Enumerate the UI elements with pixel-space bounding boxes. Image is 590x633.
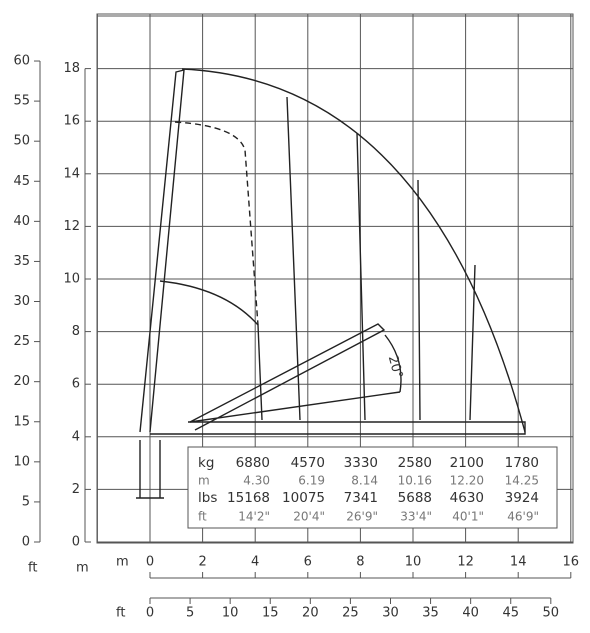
x-tick-label: 35: [422, 606, 439, 621]
table-cell: 4570: [291, 455, 325, 471]
unit-label: ft: [28, 561, 37, 576]
table-cell: 2580: [398, 455, 432, 471]
table-cell: 3924: [505, 490, 539, 506]
table-cell: 7341: [344, 490, 378, 506]
table-cell: 2100: [450, 455, 484, 471]
x-tick-label: 30: [382, 606, 399, 621]
y-tick-label: 15: [13, 414, 30, 429]
table-cell: 6.19: [298, 474, 325, 488]
x-tick-label: 0: [146, 606, 154, 621]
y-tick-label: 4: [72, 429, 80, 444]
y-tick-label: 14: [63, 166, 80, 181]
y-tick-label: 2: [72, 482, 80, 497]
x-tick-label: 16: [563, 555, 580, 570]
table-cell: 40'1": [452, 510, 484, 524]
table-cell: 14'2": [238, 510, 270, 524]
y-tick-label: 50: [13, 134, 30, 149]
y-tick-label: 6: [72, 377, 80, 392]
table-cell: 4.30: [243, 474, 270, 488]
x-tick-label: 10: [222, 606, 239, 621]
row-label: m: [198, 474, 210, 488]
table-cell: 6880: [236, 455, 270, 471]
x-tick-label: 15: [262, 606, 279, 621]
y-tick-label: 0: [72, 535, 80, 550]
x-tick-label: 10: [405, 555, 422, 570]
table-cell: 12.20: [450, 474, 484, 488]
table-cell: 26'9": [346, 510, 378, 524]
table-cell: 5688: [398, 490, 432, 506]
unit-label: m: [116, 555, 129, 570]
y-tick-label: 10: [63, 272, 80, 287]
table-cell: 15168: [227, 490, 270, 506]
x-tick-label: 0: [146, 555, 154, 570]
row-label: lbs: [198, 490, 217, 506]
table-cell: 14.25: [505, 474, 539, 488]
table-cell: 10.16: [398, 474, 432, 488]
x-tick-label: 5: [186, 606, 194, 621]
y-tick-label: 12: [63, 219, 80, 234]
y-tick-label: 10: [13, 454, 30, 469]
unit-label: m: [76, 561, 89, 576]
x-tick-label: 20: [302, 606, 319, 621]
angle-label: 20°: [385, 354, 405, 380]
y-tick-label: 45: [13, 174, 30, 189]
x-tick-label: 40: [462, 606, 479, 621]
x-tick-label: 2: [198, 555, 206, 570]
table-cell: 20'4": [293, 510, 325, 524]
table-cells: kg 6880 4570 3330 2580 2100 1780 m 4.30 6.19 8.14 1…: [198, 455, 539, 524]
y-tick-label: 60: [13, 54, 30, 69]
table-cell: 10075: [282, 490, 325, 506]
y-tick-label: 30: [13, 294, 30, 309]
unit-label: ft: [116, 606, 125, 621]
row-label: kg: [198, 455, 214, 471]
y-tick-label: 16: [63, 114, 80, 129]
x-tick-label: 6: [304, 555, 312, 570]
y-tick-label: 55: [13, 94, 30, 109]
x-tick-label: 45: [502, 606, 519, 621]
load-table: [187, 446, 558, 529]
table-cell: 33'4": [400, 510, 432, 524]
y-tick-label: 8: [72, 324, 80, 339]
y-tick-label: 0: [22, 535, 30, 550]
table-cell: 8.14: [351, 474, 378, 488]
y-tick-label: 40: [13, 214, 30, 229]
boom-drawing: [136, 68, 526, 499]
table-cell: 46'9": [507, 510, 539, 524]
x-tick-label: 8: [356, 555, 364, 570]
table-cell: 1780: [505, 455, 539, 471]
y-tick-label: 20: [13, 374, 30, 389]
x-tick-label: 4: [251, 555, 259, 570]
y-tick-label: 18: [63, 61, 80, 76]
y-tick-label: 25: [13, 334, 30, 349]
table-cell: 4630: [450, 490, 484, 506]
x-tick-label: 12: [457, 555, 474, 570]
x-tick-label: 25: [342, 606, 359, 621]
row-label: ft: [198, 510, 207, 524]
x-tick-label: 50: [543, 606, 560, 621]
table-cell: 3330: [344, 455, 378, 471]
y-tick-label: 5: [22, 494, 30, 509]
y-tick-label: 35: [13, 254, 30, 269]
x-tick-label: 14: [510, 555, 527, 570]
